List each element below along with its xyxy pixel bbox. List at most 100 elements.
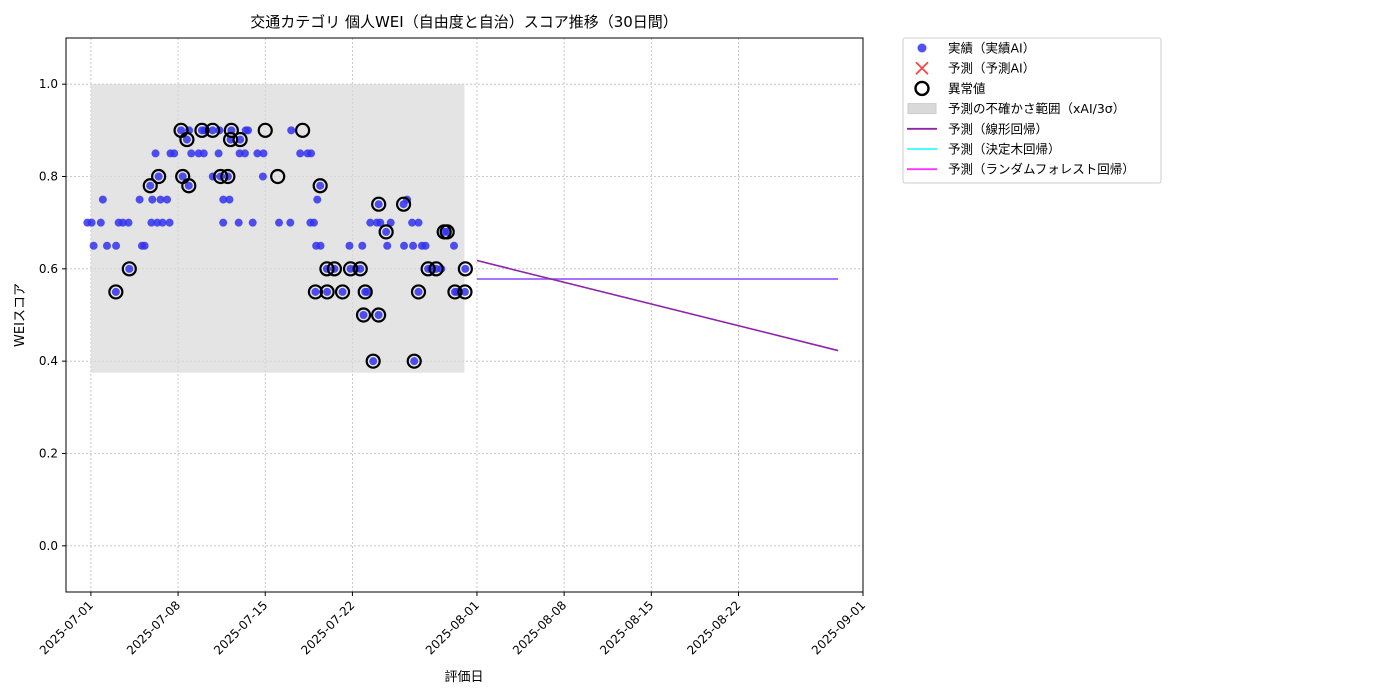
actual-point (286, 218, 295, 227)
actual-point (208, 126, 217, 135)
actual-point (146, 181, 155, 190)
actual-point (408, 218, 417, 227)
actual-point (338, 287, 347, 296)
actual-point (414, 287, 423, 296)
actual-point (148, 195, 157, 204)
plot-area (65, 37, 864, 593)
anomaly-ring (232, 131, 248, 148)
actual-point (309, 218, 318, 227)
actual-point (178, 172, 187, 181)
actual-point (259, 149, 268, 158)
actual-point (400, 241, 409, 250)
anomaly-ring (319, 261, 335, 277)
actual-point (151, 149, 160, 158)
x-tick-label: 2025-08-08 (510, 598, 569, 657)
anomaly-ring (181, 178, 197, 194)
actual-point (296, 149, 305, 158)
x-tick-label: 2025-09-01 (809, 598, 868, 657)
anomaly-ring (420, 261, 436, 277)
y-tick-label: 0.2 (39, 447, 58, 461)
anomaly-ring (406, 353, 422, 369)
anomaly-ring (342, 261, 359, 277)
y-tick-label: 0.4 (39, 354, 58, 368)
forecast-line (476, 259, 839, 352)
anomaly-ring (220, 168, 236, 185)
legend-label: 予測（ランダムフォレスト回帰） (948, 162, 1135, 177)
actual-point (450, 241, 459, 250)
actual-point (219, 218, 228, 227)
actual-point (307, 149, 316, 158)
y-axis: 0.0 0.2 0.4 0.6 0.8 1.0 (39, 77, 66, 553)
anomaly-ring (447, 284, 463, 300)
x-tick-label: 2025-07-22 (298, 598, 357, 657)
actual-point (163, 195, 172, 204)
actual-point (460, 287, 469, 296)
anomaly-ring (257, 122, 273, 138)
plot-frame (65, 37, 864, 593)
anomaly-ring (410, 284, 427, 300)
legend-swatch-band (907, 103, 937, 115)
actual-point (323, 287, 332, 296)
anomaly-ring (326, 261, 343, 277)
anomaly-ring (319, 284, 335, 300)
actual-point (140, 241, 149, 250)
actual-point (154, 172, 163, 181)
actual-point (369, 357, 378, 366)
actual-point (374, 311, 383, 319)
legend-label: 予測（線形回帰） (948, 121, 1048, 136)
actual-point (345, 241, 354, 250)
actual-point (414, 218, 423, 227)
actual-point (225, 195, 234, 204)
x-tick-label: 2025-07-08 (124, 598, 183, 657)
actual-point (359, 311, 368, 319)
actual-point (461, 264, 470, 273)
actual-point (112, 241, 121, 250)
actual-point (358, 241, 367, 250)
anomaly-ring (213, 168, 229, 185)
actual-point (124, 218, 133, 227)
actual-point (156, 195, 165, 204)
actual-point (383, 241, 392, 250)
actual-point (234, 218, 243, 227)
anomaly-ring (365, 353, 381, 369)
anomaly-ring (295, 122, 311, 138)
anomaly-ring (205, 122, 221, 138)
legend-box (902, 37, 1162, 184)
x-tick-label: 2025-08-22 (684, 598, 743, 657)
uncertainty-band (90, 84, 465, 373)
x-axis-label: 評価日 (444, 670, 483, 685)
anomaly-ring (222, 131, 239, 148)
anomaly-ring (357, 284, 373, 300)
anomaly-ring (270, 168, 286, 185)
actual-point (118, 218, 127, 227)
actual-point (356, 264, 365, 273)
anomaly-ring (371, 307, 387, 323)
actual-point (96, 218, 105, 227)
anomaly-ring (151, 168, 167, 185)
actual-point (219, 195, 228, 204)
actual-point (170, 149, 179, 158)
anomaly-ring (371, 196, 387, 212)
actual-point (194, 149, 203, 158)
anomaly-ring (179, 131, 195, 148)
actual-point (409, 241, 418, 250)
anomaly-ring (352, 261, 368, 277)
actual-point (184, 181, 193, 190)
y-axis-label: WEIスコア (13, 283, 28, 347)
actual-point (182, 135, 191, 144)
legend-label: 異常値 (948, 81, 986, 96)
actual-point (421, 241, 430, 250)
x-tick-label: 2025-08-15 (597, 598, 656, 657)
actual-point (374, 200, 383, 209)
actual-point (102, 241, 111, 250)
actual-point (248, 218, 257, 227)
anomaly-ring (395, 196, 412, 212)
actual-point (214, 149, 223, 158)
anomaly-ring (194, 122, 210, 138)
anomaly-rings (108, 122, 473, 369)
actual-point (165, 218, 174, 227)
legend-swatch-ring (914, 80, 930, 97)
anomaly-ring (439, 224, 455, 240)
